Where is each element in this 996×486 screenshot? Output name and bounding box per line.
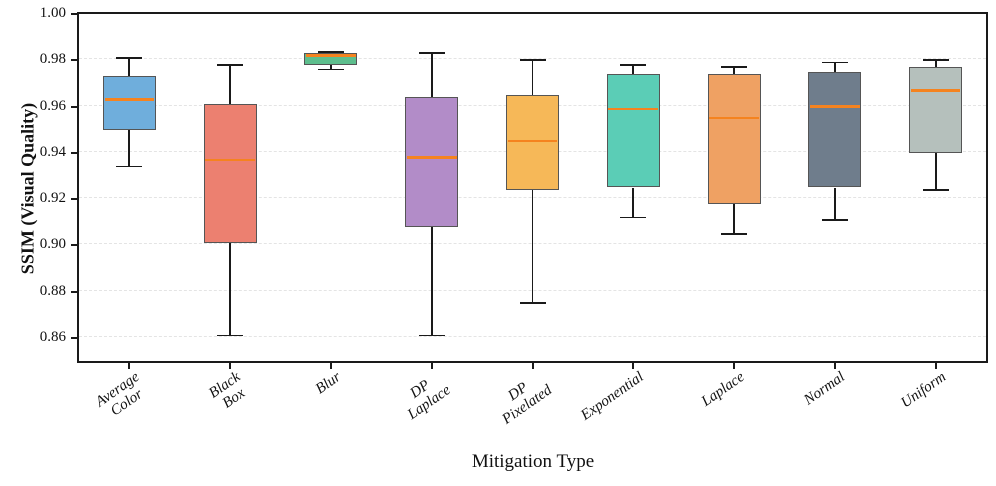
whisker-cap-lower bbox=[922, 188, 949, 191]
box-rect bbox=[102, 76, 156, 130]
y-tick-label: 0.92 bbox=[39, 190, 66, 207]
median-line bbox=[608, 107, 659, 111]
whisker-cap-upper bbox=[922, 59, 949, 62]
box-rect bbox=[909, 67, 963, 153]
whisker-cap-upper bbox=[317, 51, 344, 53]
x-tick-label: Exponential bbox=[577, 369, 647, 424]
whisker-cap-lower bbox=[116, 165, 143, 168]
x-tick bbox=[229, 363, 232, 369]
whisker-lower bbox=[531, 189, 534, 304]
whisker-lower bbox=[934, 152, 937, 190]
whisker-cap-upper bbox=[821, 61, 848, 64]
gridline bbox=[79, 335, 986, 337]
whisker-cap-upper bbox=[620, 63, 647, 66]
median-line bbox=[406, 156, 457, 159]
y-tick bbox=[71, 105, 77, 108]
box-rect bbox=[203, 104, 257, 244]
whisker-cap-lower bbox=[821, 218, 848, 221]
whisker-upper bbox=[430, 53, 433, 98]
median-line bbox=[709, 116, 759, 120]
whisker-cap-upper bbox=[116, 56, 143, 59]
y-tick-label: 0.98 bbox=[39, 51, 66, 68]
whisker-lower bbox=[833, 187, 836, 220]
median-line bbox=[910, 89, 961, 92]
whisker-upper bbox=[229, 64, 232, 105]
whisker-cap-lower bbox=[620, 216, 647, 219]
x-tick-label: Blur bbox=[313, 369, 345, 398]
x-tick bbox=[430, 363, 433, 369]
y-tick-label: 1.00 bbox=[39, 5, 66, 21]
whisker-upper bbox=[934, 60, 937, 68]
median-line bbox=[205, 158, 255, 161]
plot-area bbox=[77, 12, 988, 363]
whisker-cap-lower bbox=[217, 334, 244, 337]
x-tick bbox=[934, 363, 937, 369]
x-tick-label: Black Box bbox=[206, 369, 249, 412]
whisker-upper bbox=[833, 62, 836, 72]
gridline bbox=[79, 58, 986, 60]
x-tick bbox=[733, 363, 736, 369]
x-tick bbox=[329, 363, 332, 369]
y-tick-label: 0.94 bbox=[39, 143, 66, 160]
median-line bbox=[104, 98, 155, 101]
box-rect bbox=[304, 53, 358, 65]
x-tick bbox=[833, 363, 836, 369]
y-tick-label: 0.86 bbox=[39, 328, 66, 345]
x-tick bbox=[128, 363, 131, 369]
whisker-cap-lower bbox=[519, 302, 546, 304]
x-tick-label: DP Laplace bbox=[405, 377, 455, 423]
y-tick-label: 0.90 bbox=[39, 236, 66, 253]
median-line bbox=[810, 105, 860, 108]
whisker-cap-lower bbox=[721, 232, 748, 235]
whisker-cap-lower bbox=[418, 334, 445, 337]
whisker-lower bbox=[330, 64, 332, 70]
whisker-lower bbox=[229, 243, 232, 336]
whisker-cap-upper bbox=[519, 59, 546, 62]
box-rect bbox=[606, 74, 660, 188]
whisker-lower bbox=[632, 187, 635, 218]
whisker-upper bbox=[531, 60, 534, 95]
x-tick bbox=[632, 363, 635, 369]
median-line bbox=[306, 54, 356, 57]
y-tick-label: 0.88 bbox=[39, 282, 66, 299]
box-rect bbox=[808, 71, 862, 188]
x-tick-label: Uniform bbox=[897, 369, 949, 412]
y-tick bbox=[71, 151, 77, 154]
x-tick-label: Laplace bbox=[698, 369, 748, 410]
whisker-cap-upper bbox=[418, 52, 445, 55]
box-rect bbox=[707, 74, 761, 204]
y-tick-label: 0.96 bbox=[39, 97, 66, 114]
whisker-lower bbox=[128, 129, 131, 167]
whisker-upper bbox=[632, 64, 635, 75]
whisker-cap-upper bbox=[721, 66, 748, 68]
median-line bbox=[507, 140, 558, 143]
x-tick-label: Normal bbox=[801, 369, 849, 409]
y-tick bbox=[71, 198, 77, 201]
whisker-upper bbox=[128, 57, 131, 77]
whisker-cap-lower bbox=[317, 68, 344, 71]
whisker-cap-upper bbox=[217, 63, 244, 66]
whisker-lower bbox=[733, 203, 735, 234]
whisker-upper bbox=[733, 67, 735, 75]
y-tick bbox=[71, 290, 77, 293]
x-axis-label: Mitigation Type bbox=[471, 451, 595, 472]
x-tick-label: Average Color bbox=[93, 369, 146, 420]
y-tick bbox=[71, 13, 77, 15]
box-rect bbox=[405, 97, 459, 227]
y-tick bbox=[71, 336, 77, 339]
y-tick bbox=[71, 244, 77, 247]
y-tick bbox=[71, 59, 77, 62]
x-tick bbox=[531, 363, 534, 369]
whisker-lower bbox=[430, 226, 433, 336]
x-tick-label: DP Pixelated bbox=[499, 379, 555, 428]
